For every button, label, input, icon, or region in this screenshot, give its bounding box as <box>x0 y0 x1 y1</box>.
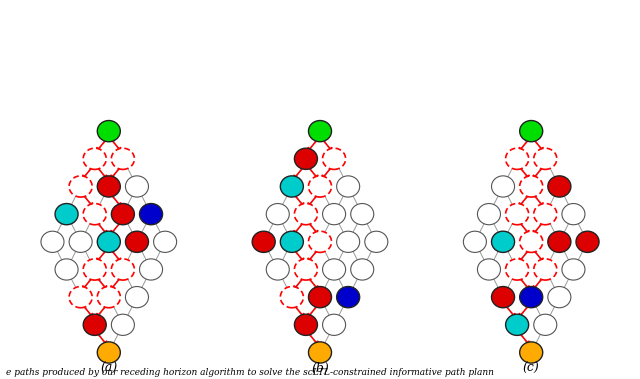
Ellipse shape <box>506 204 529 225</box>
Ellipse shape <box>308 287 332 308</box>
Ellipse shape <box>562 204 585 225</box>
Ellipse shape <box>97 121 120 142</box>
Ellipse shape <box>548 176 571 197</box>
Ellipse shape <box>351 204 374 225</box>
Ellipse shape <box>125 231 148 252</box>
Ellipse shape <box>323 204 346 225</box>
Text: e paths produced by our receding horizon algorithm to solve the scLTL-constraine: e paths produced by our receding horizon… <box>6 368 494 377</box>
Ellipse shape <box>280 176 303 197</box>
Ellipse shape <box>69 176 92 197</box>
Ellipse shape <box>294 204 317 225</box>
Ellipse shape <box>576 231 599 252</box>
Ellipse shape <box>83 259 106 280</box>
Ellipse shape <box>506 148 529 169</box>
Ellipse shape <box>520 176 543 197</box>
Ellipse shape <box>125 287 148 308</box>
Ellipse shape <box>140 204 163 225</box>
Ellipse shape <box>97 287 120 308</box>
Ellipse shape <box>534 204 557 225</box>
Ellipse shape <box>492 176 515 197</box>
Ellipse shape <box>492 287 515 308</box>
Ellipse shape <box>83 148 106 169</box>
Ellipse shape <box>266 259 289 280</box>
Ellipse shape <box>506 314 529 335</box>
Ellipse shape <box>492 231 515 252</box>
Ellipse shape <box>125 176 148 197</box>
Ellipse shape <box>323 314 346 335</box>
Ellipse shape <box>97 342 120 363</box>
Ellipse shape <box>294 314 317 335</box>
Ellipse shape <box>280 287 303 308</box>
Ellipse shape <box>308 121 332 142</box>
Ellipse shape <box>351 259 374 280</box>
Ellipse shape <box>111 148 134 169</box>
Ellipse shape <box>111 259 134 280</box>
Ellipse shape <box>323 259 346 280</box>
Ellipse shape <box>534 259 557 280</box>
Ellipse shape <box>308 231 332 252</box>
Ellipse shape <box>83 204 106 225</box>
Ellipse shape <box>477 204 500 225</box>
Ellipse shape <box>506 259 529 280</box>
Ellipse shape <box>55 259 78 280</box>
Ellipse shape <box>337 287 360 308</box>
Ellipse shape <box>266 204 289 225</box>
Ellipse shape <box>548 231 571 252</box>
Ellipse shape <box>477 259 500 280</box>
Ellipse shape <box>562 259 585 280</box>
Ellipse shape <box>534 148 557 169</box>
Ellipse shape <box>111 314 134 335</box>
Ellipse shape <box>294 259 317 280</box>
Ellipse shape <box>111 204 134 225</box>
Ellipse shape <box>41 231 64 252</box>
Ellipse shape <box>323 148 346 169</box>
Ellipse shape <box>520 231 543 252</box>
Ellipse shape <box>520 287 543 308</box>
Ellipse shape <box>534 314 557 335</box>
Ellipse shape <box>252 231 275 252</box>
Ellipse shape <box>365 231 388 252</box>
Ellipse shape <box>520 121 543 142</box>
Ellipse shape <box>337 176 360 197</box>
Ellipse shape <box>97 231 120 252</box>
Ellipse shape <box>154 231 177 252</box>
Ellipse shape <box>97 176 120 197</box>
Ellipse shape <box>69 231 92 252</box>
Ellipse shape <box>337 231 360 252</box>
Text: (a): (a) <box>100 362 117 375</box>
Ellipse shape <box>140 259 163 280</box>
Ellipse shape <box>55 204 78 225</box>
Ellipse shape <box>69 287 92 308</box>
Ellipse shape <box>294 148 317 169</box>
Ellipse shape <box>463 231 486 252</box>
Ellipse shape <box>548 287 571 308</box>
Ellipse shape <box>520 342 543 363</box>
Text: (b): (b) <box>311 362 329 375</box>
Ellipse shape <box>83 314 106 335</box>
Ellipse shape <box>308 342 332 363</box>
Text: (c): (c) <box>523 362 540 375</box>
Ellipse shape <box>280 231 303 252</box>
Ellipse shape <box>308 176 332 197</box>
